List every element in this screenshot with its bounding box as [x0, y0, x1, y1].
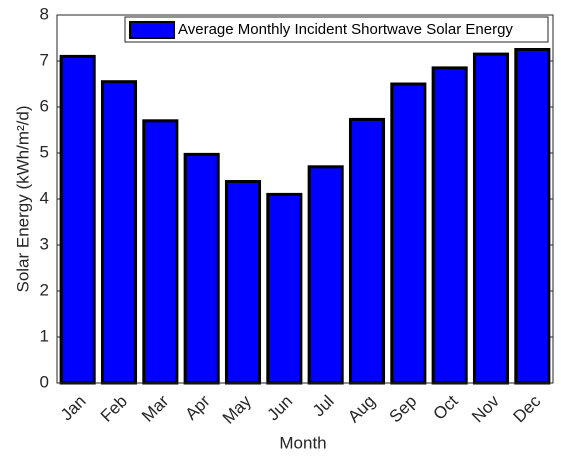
y-tick-label: 1	[40, 326, 49, 345]
y-tick-label: 6	[40, 96, 49, 115]
bar	[390, 82, 427, 385]
bar	[224, 180, 262, 385]
bar	[307, 165, 344, 385]
y-axis-label: Solar Energy (kWh/m²/d)	[13, 105, 32, 292]
bar	[183, 152, 220, 385]
y-tick-label: 5	[40, 142, 49, 161]
y-tick-label: 0	[40, 372, 49, 391]
bar	[100, 80, 138, 385]
bar	[431, 66, 468, 385]
bar	[142, 119, 179, 385]
legend-label: Average Monthly Incident Shortwave Solar…	[178, 21, 513, 38]
y-tick-label: 7	[40, 50, 49, 69]
bar	[266, 192, 303, 385]
legend-swatch	[129, 21, 175, 39]
bar	[514, 48, 551, 385]
y-tick-label: 4	[40, 188, 49, 207]
bar	[348, 117, 386, 385]
x-axis-label: Month	[279, 433, 326, 452]
y-tick-label: 2	[40, 280, 49, 299]
legend-box	[124, 16, 549, 43]
plot-frame	[56, 14, 554, 384]
y-tick-label: 3	[40, 234, 49, 253]
y-tick-label: 8	[40, 4, 49, 23]
bar	[59, 54, 96, 385]
bar	[472, 52, 510, 385]
